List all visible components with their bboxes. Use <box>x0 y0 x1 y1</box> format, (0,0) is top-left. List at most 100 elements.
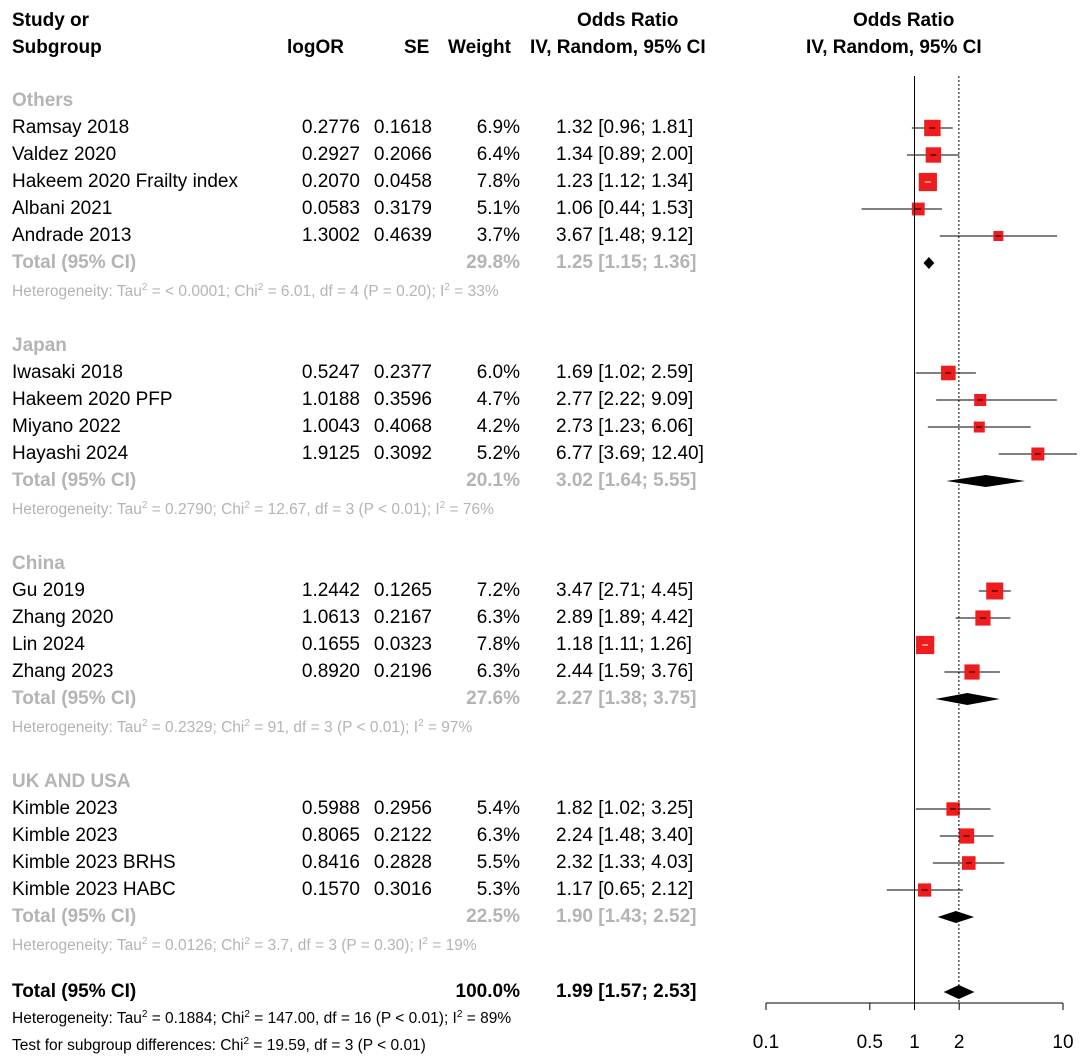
study-or-ci: 1.06 [0.44; 1.53] <box>556 198 694 219</box>
study-name: Kimble 2023 <box>12 798 118 819</box>
study-weight: 5.4% <box>476 798 520 819</box>
study-logor: 0.2927 <box>301 144 360 165</box>
study-logor: 0.8920 <box>301 661 360 682</box>
x-tick-label: 0.5 <box>857 1032 883 1053</box>
overall-total-label: Total (95% CI) <box>12 981 137 1002</box>
study-se: 0.2066 <box>373 144 432 165</box>
study-logor: 0.8416 <box>301 852 360 873</box>
study-name: Andrade 2013 <box>12 225 132 246</box>
study-logor: 1.0043 <box>301 416 360 437</box>
subgroup-heterogeneity: Heterogeneity: Tau2 = 0.2329; Chi2 = 91,… <box>12 718 473 736</box>
subgroup-diamond <box>935 693 1000 705</box>
study-logor: 0.8065 <box>301 825 360 846</box>
study-se: 0.4068 <box>373 416 432 437</box>
study-weight: 4.7% <box>476 389 520 410</box>
study-weight: 6.9% <box>476 117 520 138</box>
study-or-ci: 1.34 [0.89; 2.00] <box>556 144 694 165</box>
overall-total-weight: 100.0% <box>455 981 520 1002</box>
study-or-ci: 3.47 [2.71; 4.45] <box>556 580 694 601</box>
study-weight: 7.2% <box>476 580 520 601</box>
study-name: Hayashi 2024 <box>12 443 129 464</box>
study-se: 0.4639 <box>373 225 432 246</box>
plot-title-line1: Odds Ratio <box>853 10 955 31</box>
study-or-ci: 1.32 [0.96; 1.81] <box>556 117 694 138</box>
group-label: China <box>12 553 65 574</box>
study-se: 0.2122 <box>373 825 432 846</box>
study-weight: 6.3% <box>476 825 520 846</box>
study-name: Valdez 2020 <box>12 144 117 165</box>
subgroup-total-weight: 22.5% <box>466 906 520 927</box>
subgroup-total-or-ci: 2.27 [1.38; 3.75] <box>556 688 697 709</box>
col-study-header-line2: Subgroup <box>12 37 102 58</box>
x-tick-label: 2 <box>954 1032 965 1053</box>
subgroup-diamond <box>923 257 935 269</box>
study-weight: 6.4% <box>476 144 520 165</box>
subgroup-difference-test: Test for subgroup differences: Chi2 = 19… <box>12 1036 426 1054</box>
subgroup-total-or-ci: 1.90 [1.43; 2.52] <box>556 906 697 927</box>
study-weight: 3.7% <box>476 225 520 246</box>
study-weight: 5.5% <box>476 852 520 873</box>
study-se: 0.3016 <box>373 879 432 900</box>
study-logor: 0.5988 <box>301 798 360 819</box>
study-logor: 1.3002 <box>301 225 360 246</box>
subgroup-total-label: Total (95% CI) <box>12 470 137 491</box>
study-or-ci: 1.69 [1.02; 2.59] <box>556 362 694 383</box>
study-logor: 0.0583 <box>301 198 360 219</box>
study-name: Lin 2024 <box>12 634 85 655</box>
overall-heterogeneity: Heterogeneity: Tau2 = 0.1884; Chi2 = 147… <box>12 1009 512 1027</box>
study-name: Miyano 2022 <box>12 416 121 437</box>
study-se: 0.0323 <box>373 634 432 655</box>
study-se: 0.3179 <box>373 198 432 219</box>
study-or-ci: 2.32 [1.33; 4.03] <box>556 852 694 873</box>
subgroup-total-label: Total (95% CI) <box>12 906 137 927</box>
study-name: Zhang 2023 <box>12 661 114 682</box>
col-weight-header: Weight <box>448 37 511 58</box>
study-se: 0.3092 <box>373 443 432 464</box>
study-or-ci: 3.67 [1.48; 9.12] <box>556 225 694 246</box>
subgroup-total-label: Total (95% CI) <box>12 252 137 273</box>
study-se: 0.2196 <box>373 661 432 682</box>
group-label: Japan <box>12 335 67 356</box>
study-weight: 7.8% <box>476 634 520 655</box>
study-name: Iwasaki 2018 <box>12 362 123 383</box>
study-se: 0.2828 <box>373 852 432 873</box>
study-se: 0.2167 <box>373 607 432 628</box>
subgroup-heterogeneity: Heterogeneity: Tau2 = 0.2790; Chi2 = 12.… <box>12 500 494 518</box>
study-se: 0.0458 <box>373 171 432 192</box>
col-study-header-line1: Study or <box>12 10 90 31</box>
subgroup-heterogeneity: Heterogeneity: Tau2 = < 0.0001; Chi2 = 6… <box>12 282 499 300</box>
study-name: Zhang 2020 <box>12 607 114 628</box>
col-logor-header: logOR <box>287 37 344 58</box>
study-weight: 4.2% <box>476 416 520 437</box>
subgroup-heterogeneity: Heterogeneity: Tau2 = 0.0126; Chi2 = 3.7… <box>12 936 477 954</box>
study-or-ci: 2.24 [1.48; 3.40] <box>556 825 694 846</box>
study-logor: 1.9125 <box>301 443 360 464</box>
study-weight: 6.3% <box>476 607 520 628</box>
study-name: Hakeem 2020 Frailty index <box>12 171 238 192</box>
col-or-header-line2: IV, Random, 95% CI <box>530 37 706 58</box>
col-or-header-line1: Odds Ratio <box>577 10 679 31</box>
study-or-ci: 2.44 [1.59; 3.76] <box>556 661 694 682</box>
study-logor: 0.2070 <box>301 171 360 192</box>
study-logor: 0.2776 <box>301 117 360 138</box>
study-or-ci: 2.89 [1.89; 4.42] <box>556 607 694 628</box>
study-logor: 0.1570 <box>301 879 360 900</box>
study-name: Kimble 2023 <box>12 825 118 846</box>
study-logor: 1.0188 <box>301 389 360 410</box>
subgroup-diamond <box>937 911 975 923</box>
study-name: Hakeem 2020 PFP <box>12 389 173 410</box>
x-tick-label: 0.1 <box>753 1032 779 1053</box>
study-or-ci: 1.23 [1.12; 1.34] <box>556 171 694 192</box>
subgroup-total-label: Total (95% CI) <box>12 688 137 709</box>
x-tick-label: 1 <box>909 1032 920 1053</box>
study-logor: 0.5247 <box>301 362 360 383</box>
study-weight: 5.3% <box>476 879 520 900</box>
study-name: Ramsay 2018 <box>12 117 130 138</box>
subgroup-total-weight: 27.6% <box>466 688 520 709</box>
study-logor: 1.0613 <box>301 607 360 628</box>
study-se: 0.1618 <box>373 117 432 138</box>
study-se: 0.3596 <box>373 389 432 410</box>
study-weight: 5.1% <box>476 198 520 219</box>
study-or-ci: 1.17 [0.65; 2.12] <box>556 879 694 900</box>
